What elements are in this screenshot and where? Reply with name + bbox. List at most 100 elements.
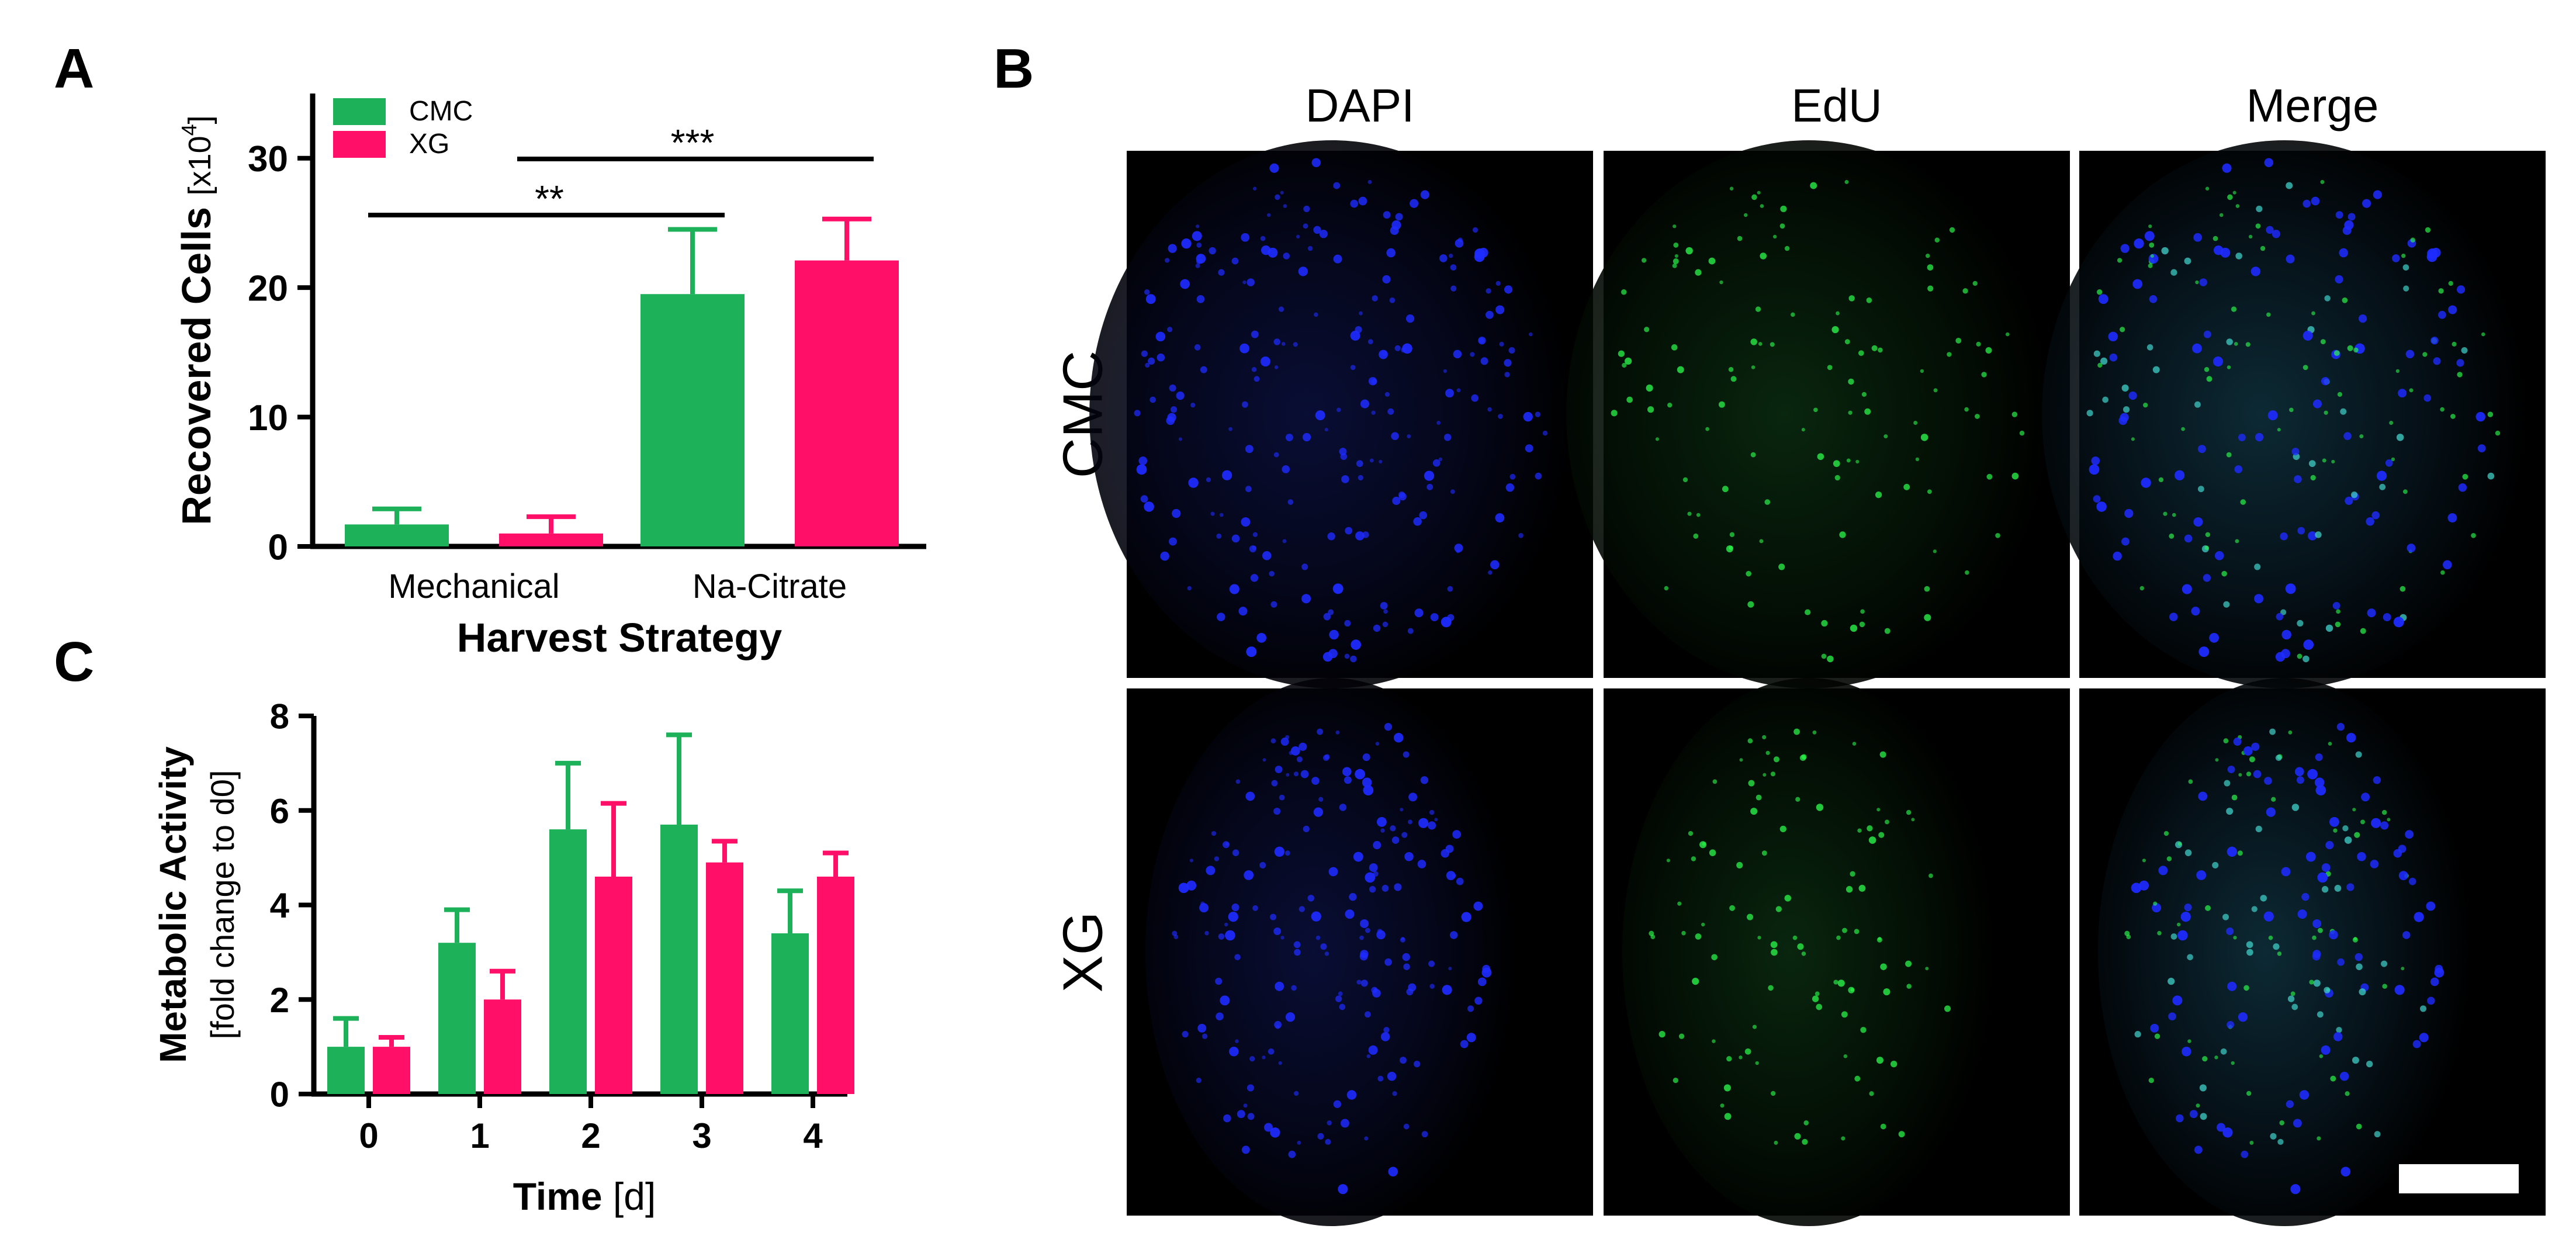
nucleus-spot [2266,312,2271,317]
nucleus-spot [2235,252,2242,259]
nucleus-spot [1436,421,1441,425]
nucleus-spot [2091,456,2100,465]
nucleus-spot [2383,613,2391,622]
nucleus-spot [2199,1084,2207,1092]
y-axis-title-unit: [fold change to d0] [204,770,241,1040]
nucleus-spot [1307,245,1313,251]
nucleus-spot [1355,531,1365,541]
nucleus-spot [1350,655,1357,663]
nucleus-spot [2177,842,2182,846]
nucleus-spot [1406,988,1414,996]
nucleus-spot [1376,930,1386,940]
x-tick-label: 1 [470,1116,489,1155]
nucleus-spot [1712,779,1718,784]
nucleus-spot [1447,586,1453,592]
bar-xg-0 [373,1047,410,1094]
nucleus-spot [1229,584,1239,594]
nucleus-spot [1362,753,1370,762]
nucleus-spot [1443,434,1452,441]
nucleus-spot [1408,792,1418,802]
nucleus-spot [2233,738,2242,746]
nucleus-spot [2243,746,2253,756]
nucleus-spot [1924,614,1931,621]
nucleus-spot [1210,511,1215,516]
nucleus-spot [1981,372,1987,378]
nucleus-spot [2340,408,2347,415]
nucleus-spot [2401,967,2405,971]
nucleus-spot [2317,927,2323,933]
nucleus-spot [2093,495,2101,503]
nucleus-spot [2120,244,2130,253]
nucleus-spot [2226,927,2234,935]
nucleus-spot [2391,457,2395,462]
nucleus-spot [1366,1054,1371,1058]
nucleus-spot [2121,384,2129,392]
nucleus-spot [2477,444,2486,453]
nucleus-spot [2350,491,2358,499]
nucleus-spot [1235,779,1241,784]
nucleus-spot [2203,574,2211,582]
nucleus-spot [1664,586,1669,591]
nucleus-spot [1844,179,1849,184]
nucleus-spot [1761,850,1767,856]
nucleus-spot [1719,280,1723,285]
nucleus-spot [1168,244,1177,253]
nucleus-spot [1924,586,1930,592]
nucleus-spot [1474,996,1483,1005]
nucleus-spot [1232,849,1239,856]
nucleus-spot [1831,326,1839,334]
nucleus-spot [1746,913,1754,920]
nucleus-spot [2456,285,2466,294]
nucleus-spot [2200,1113,2207,1120]
nucleus-spot [1328,867,1338,877]
nucleus-spot [2260,245,2266,251]
nucleus-spot [2293,1119,2302,1128]
nucleus-spot [1729,532,1735,537]
nucleus-spot [1329,629,1339,640]
nucleus-spot [2128,391,2137,400]
nucleus-spot [2314,777,2325,788]
nucleus-spot [1450,489,1455,494]
nucleus-spot [2184,257,2191,265]
nucleus-spot [2120,327,2125,333]
nucleus-spot [1771,1091,1776,1096]
nucleus-spot [2216,1123,2225,1132]
nucleus-spot [1344,653,1350,659]
nucleus-spot [2213,356,2223,367]
nucleus-spot [2143,402,2148,408]
nucleus-spot [1391,836,1400,844]
nucleus-spot [1311,911,1321,922]
nucleus-spot [1234,954,1241,961]
nucleus-spot [2250,266,2260,276]
nucleus-spot [2220,1048,2227,1055]
nucleus-spot [2235,204,2240,208]
nucleus-spot [2297,653,2303,659]
nucleus-spot [1739,1055,1743,1060]
nucleus-spot [1327,1120,1332,1126]
nucleus-spot [1383,609,1388,614]
nucleus-spot [2448,305,2457,314]
nucleus-spot [1495,305,1505,314]
nucleus-spot [1751,194,1757,200]
nucleus-spot [1852,742,1857,746]
y-axis-title: Recovered Cells [x104] [174,115,219,525]
panel-letter-a: A [54,37,94,100]
nucleus-spot [2249,1140,2254,1145]
nucleus-spot [1805,609,1811,615]
nucleus-spot [2403,285,2409,292]
legend-swatch-xg [333,131,386,158]
nucleus-spot [1359,952,1368,961]
nucleus-spot [2291,448,2300,456]
nucleus-spot [1880,1123,1886,1130]
nucleus-spot [2381,960,2388,967]
nucleus-spot [2427,996,2435,1005]
nucleus-spot [1245,791,1255,801]
nucleus-spot [1339,804,1347,811]
nucleus-spot [2150,1023,2159,1033]
nucleus-spot [2184,534,2193,543]
nucleus-spot [1279,794,1285,801]
nucleus-spot [2297,527,2305,535]
nucleus-spot [1383,211,1391,219]
nucleus-spot [1260,356,1270,367]
y-axis-unit-prefix: [x10 [182,136,217,195]
